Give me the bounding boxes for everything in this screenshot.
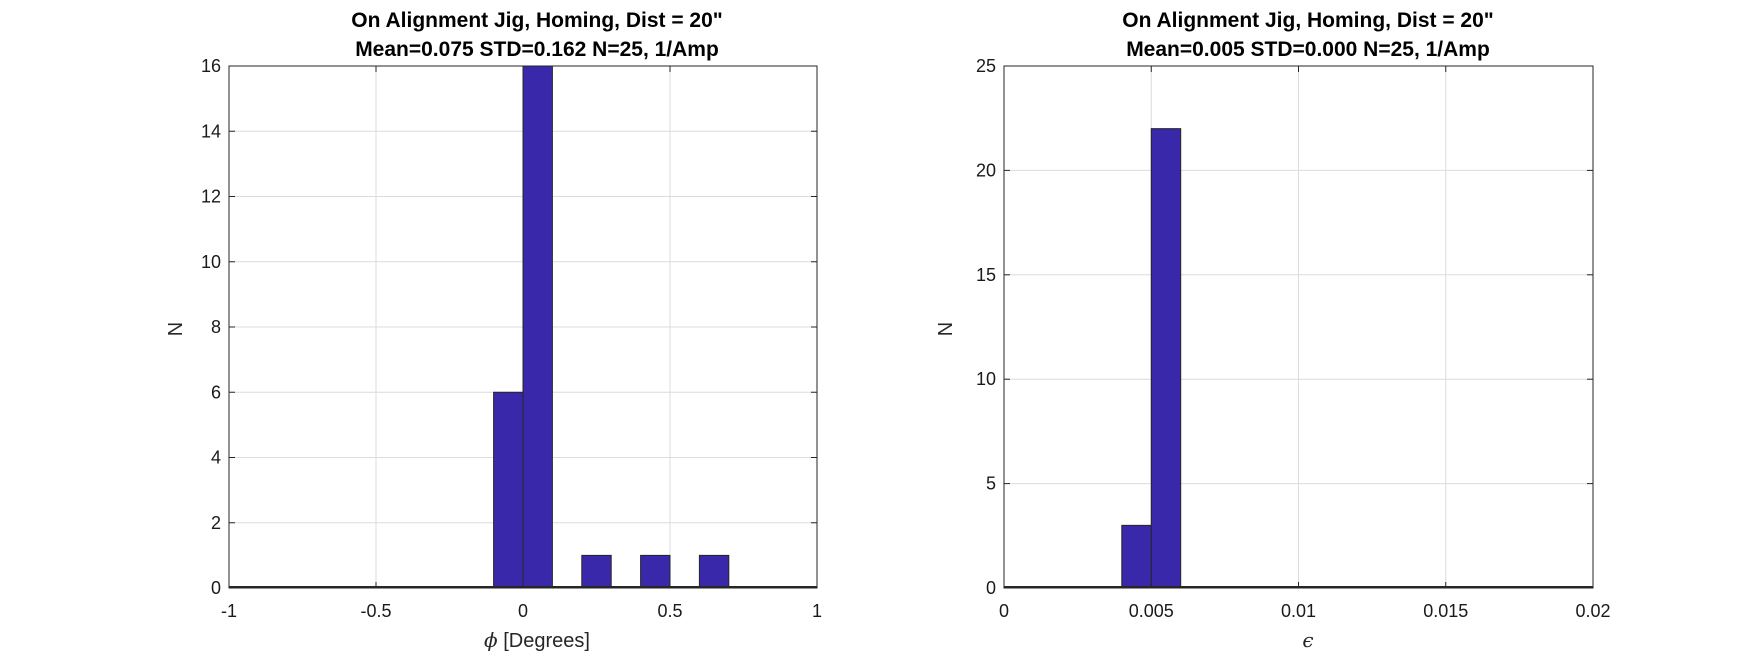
y-tick-label: 14 <box>201 121 221 141</box>
x-axis-symbol: ϕ <box>484 628 498 652</box>
y-tick-label: 10 <box>976 369 996 389</box>
x-axis-label: ϕ [Degrees] <box>484 628 590 652</box>
chart-title-line1: On Alignment Jig, Homing, Dist = 20" <box>351 9 722 32</box>
x-tick-label: 0.005 <box>1129 601 1174 621</box>
x-tick-label: 0.5 <box>657 601 682 621</box>
x-axis-label: ϵ <box>1302 628 1313 652</box>
y-tick-label: 12 <box>201 187 221 207</box>
x-tick-label: -1 <box>221 601 237 621</box>
histogram-bars <box>1121 128 1182 589</box>
histogram-bar <box>640 554 671 589</box>
chart-title-line1: On Alignment Jig, Homing, Dist = 20" <box>1122 9 1493 32</box>
chart-title-line2: Mean=0.005 STD=0.000 N=25, 1/Amp <box>1126 38 1490 61</box>
histogram-bar <box>493 391 524 589</box>
histogram-bar <box>1121 524 1152 589</box>
y-tick-label: 20 <box>976 160 996 180</box>
y-tick-label: 8 <box>211 317 221 337</box>
x-axis-text: [Degrees] <box>503 630 590 652</box>
y-tick-label: 5 <box>986 474 996 494</box>
x-tick-label: 0 <box>518 601 528 621</box>
y-tick-labels: 0 2 4 6 8 10 12 14 16 <box>201 56 221 598</box>
x-axis-symbol: ϵ <box>1302 628 1313 652</box>
y-tick-label: 6 <box>211 382 221 402</box>
histogram-panel-epsilon: On Alignment Jig, Homing, Dist = 20" Mea… <box>935 9 1611 652</box>
chart-title-line2: Mean=0.075 STD=0.162 N=25, 1/Amp <box>355 38 719 61</box>
y-tick-label: 0 <box>211 578 221 598</box>
x-tick-label: 0.015 <box>1423 601 1468 621</box>
y-axis-label: N <box>935 322 957 336</box>
y-tick-labels: 0 5 10 15 20 25 <box>976 56 996 598</box>
x-tick-label: 0.01 <box>1281 601 1316 621</box>
histogram-bars <box>493 65 730 589</box>
y-tick-label: 25 <box>976 56 996 76</box>
histogram-bar <box>1150 128 1182 589</box>
tick-marks <box>228 65 818 589</box>
x-tick-label: 1 <box>812 601 822 621</box>
y-tick-label: 2 <box>211 513 221 533</box>
y-axis-label: N <box>165 322 187 336</box>
y-tick-label: 10 <box>201 252 221 272</box>
y-tick-label: 16 <box>201 56 221 76</box>
tick-marks <box>1003 65 1594 589</box>
y-tick-label: 0 <box>986 578 996 598</box>
x-tick-labels: -1 -0.5 0 0.5 1 <box>221 601 822 621</box>
x-tick-label: 0.02 <box>1575 601 1610 621</box>
grid-lines <box>1003 65 1594 589</box>
x-tick-label: 0 <box>999 601 1009 621</box>
histogram-panel-phi: On Alignment Jig, Homing, Dist = 20" Mea… <box>165 9 822 652</box>
histogram-bar <box>581 554 612 589</box>
y-tick-label: 4 <box>211 448 221 468</box>
y-tick-label: 15 <box>976 265 996 285</box>
x-tick-label: -0.5 <box>360 601 391 621</box>
histogram-bar <box>698 554 730 589</box>
histogram-bar <box>522 65 553 589</box>
x-tick-labels: 0 0.005 0.01 0.015 0.02 <box>999 601 1611 621</box>
